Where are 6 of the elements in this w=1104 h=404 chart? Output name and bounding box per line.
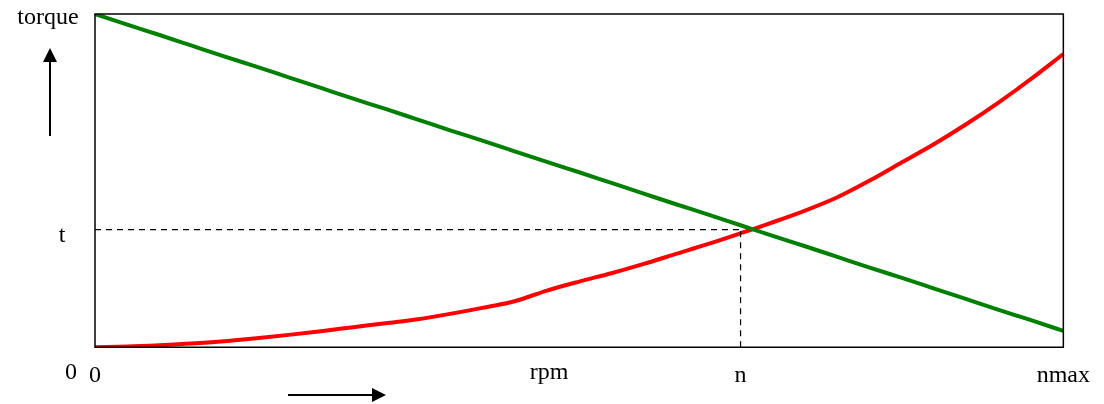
x-axis-title: rpm: [529, 358, 569, 385]
ref-line-label: t: [58, 220, 66, 247]
x-tick-label: nmax: [1036, 360, 1090, 387]
y-axis-title: torque: [17, 3, 79, 30]
x-tick-label: 0: [89, 360, 101, 387]
x-tick-label: n: [734, 360, 747, 387]
